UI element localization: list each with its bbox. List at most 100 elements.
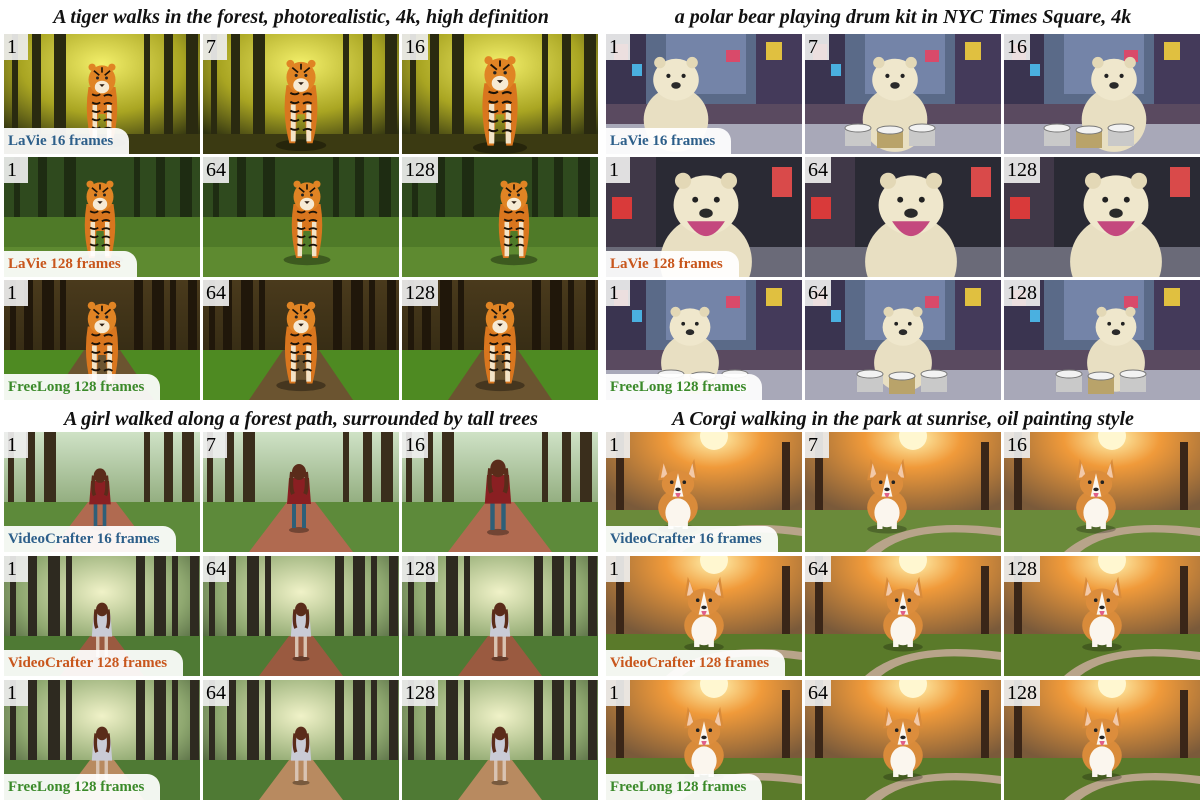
frame-number: 16 xyxy=(1004,34,1030,60)
video-frame: 128 xyxy=(402,680,598,800)
frame-image xyxy=(1004,280,1200,400)
frame-number: 1 xyxy=(4,157,28,183)
video-frame: 16 xyxy=(402,432,598,552)
frame-number: 64 xyxy=(805,157,831,183)
frame-number: 1 xyxy=(4,280,28,306)
method-label: FreeLong 128 frames xyxy=(4,774,161,800)
method-row: 1 64 128 Fre xyxy=(4,280,598,400)
frame-number: 128 xyxy=(1004,157,1040,183)
frame-number: 1 xyxy=(606,432,630,458)
frame-image xyxy=(203,556,399,676)
frame-number: 64 xyxy=(203,556,229,582)
figure-panel-tiger: A tiger walks in the forest, photorealis… xyxy=(4,2,598,402)
prompt-caption: a polar bear playing drum kit in NYC Tim… xyxy=(674,6,1132,28)
video-frame: 16 xyxy=(402,34,598,154)
frame-number: 64 xyxy=(805,280,831,306)
frame-number: 64 xyxy=(805,556,831,582)
frame-number: 1 xyxy=(606,556,630,582)
method-row: 1 7 16 xyxy=(606,34,1200,154)
frame-number: 128 xyxy=(1004,556,1040,582)
frame-image xyxy=(203,157,399,277)
frame-image xyxy=(402,432,598,552)
frame-number: 1 xyxy=(606,280,630,306)
video-frame: 128 xyxy=(402,157,598,277)
frame-image xyxy=(805,680,1001,800)
frame-image xyxy=(203,680,399,800)
video-frame: 64 xyxy=(203,157,399,277)
frame-number: 1 xyxy=(4,680,28,706)
method-row: 1 64 128 LaVie 128 frames xyxy=(606,157,1200,277)
method-row: 1 64 1 xyxy=(606,280,1200,400)
method-label: VideoCrafter 128 frames xyxy=(606,650,786,676)
method-label: VideoCrafter 16 frames xyxy=(4,526,176,552)
video-frame: 64 xyxy=(805,280,1001,400)
frame-number: 16 xyxy=(402,34,428,60)
method-row: 1 64 128 VideoCrafter 128 frames xyxy=(4,556,598,676)
frame-number: 64 xyxy=(805,680,831,706)
video-frame: 16 xyxy=(1004,34,1200,154)
frame-number: 1 xyxy=(606,680,630,706)
prompt-caption: A Corgi walking in the park at sunrise, … xyxy=(672,408,1134,430)
frame-number: 7 xyxy=(203,34,227,60)
method-label: VideoCrafter 16 frames xyxy=(606,526,778,552)
method-row: 1 64 128 FreeLong 128 frames xyxy=(4,680,598,800)
video-frame: 7 xyxy=(203,34,399,154)
frame-image xyxy=(1004,34,1200,154)
method-row: 1 7 16 VideoCrafter 16 frames xyxy=(4,432,598,552)
method-label: VideoCrafter 128 frames xyxy=(4,650,184,676)
video-frame: 7 xyxy=(805,34,1001,154)
video-frame: 64 xyxy=(805,556,1001,676)
frame-number: 7 xyxy=(805,34,829,60)
video-frame: 16 xyxy=(1004,432,1200,552)
method-row: 1 64 128 Vid xyxy=(606,556,1200,676)
video-frame: 64 xyxy=(203,280,399,400)
video-frame: 64 xyxy=(805,157,1001,277)
frame-number: 16 xyxy=(402,432,428,458)
video-frame: 128 xyxy=(1004,280,1200,400)
frame-number: 64 xyxy=(203,280,229,306)
frame-number: 128 xyxy=(402,280,438,306)
frame-number: 7 xyxy=(805,432,829,458)
frame-number: 1 xyxy=(606,34,630,60)
method-row: 1 7 16 Video xyxy=(606,432,1200,552)
frame-number: 128 xyxy=(1004,280,1040,306)
frame-image xyxy=(805,157,1001,277)
figure-panel-corgi: A Corgi walking in the park at sunrise, … xyxy=(606,404,1200,804)
video-frame: 128 xyxy=(1004,680,1200,800)
frame-number: 16 xyxy=(1004,432,1030,458)
figure-panel-polar-bear: a polar bear playing drum kit in NYC Tim… xyxy=(606,2,1200,402)
frame-number: 1 xyxy=(4,556,28,582)
video-frame: 64 xyxy=(203,556,399,676)
prompt-caption: A girl walked along a forest path, surro… xyxy=(64,408,538,430)
video-frame: 128 xyxy=(402,280,598,400)
video-frame: 128 xyxy=(1004,157,1200,277)
video-frame: 7 xyxy=(805,432,1001,552)
method-label: FreeLong 128 frames xyxy=(4,374,161,400)
frame-number: 128 xyxy=(402,157,438,183)
frame-number: 1 xyxy=(606,157,630,183)
video-frame: 64 xyxy=(203,680,399,800)
frame-number: 1 xyxy=(4,432,28,458)
frame-image xyxy=(203,280,399,400)
method-label: LaVie 128 frames xyxy=(606,251,739,277)
frame-number: 1 xyxy=(4,34,28,60)
frame-number: 128 xyxy=(1004,680,1040,706)
frame-number: 7 xyxy=(203,432,227,458)
video-frame: 128 xyxy=(402,556,598,676)
frame-image xyxy=(402,556,598,676)
method-label: FreeLong 128 frames xyxy=(606,774,763,800)
frame-number: 64 xyxy=(203,157,229,183)
video-frame: 64 xyxy=(805,680,1001,800)
frame-image xyxy=(805,280,1001,400)
method-row: 1 64 128 Fre xyxy=(606,680,1200,800)
frame-image xyxy=(1004,432,1200,552)
method-label: FreeLong 128 frames xyxy=(606,374,763,400)
frame-image xyxy=(203,432,399,552)
video-frame: 7 xyxy=(203,432,399,552)
method-row: 1 64 128 L xyxy=(4,157,598,277)
video-frame: 128 xyxy=(1004,556,1200,676)
frame-image xyxy=(203,34,399,154)
frame-image xyxy=(805,556,1001,676)
frame-number: 128 xyxy=(402,680,438,706)
frame-image xyxy=(402,34,598,154)
